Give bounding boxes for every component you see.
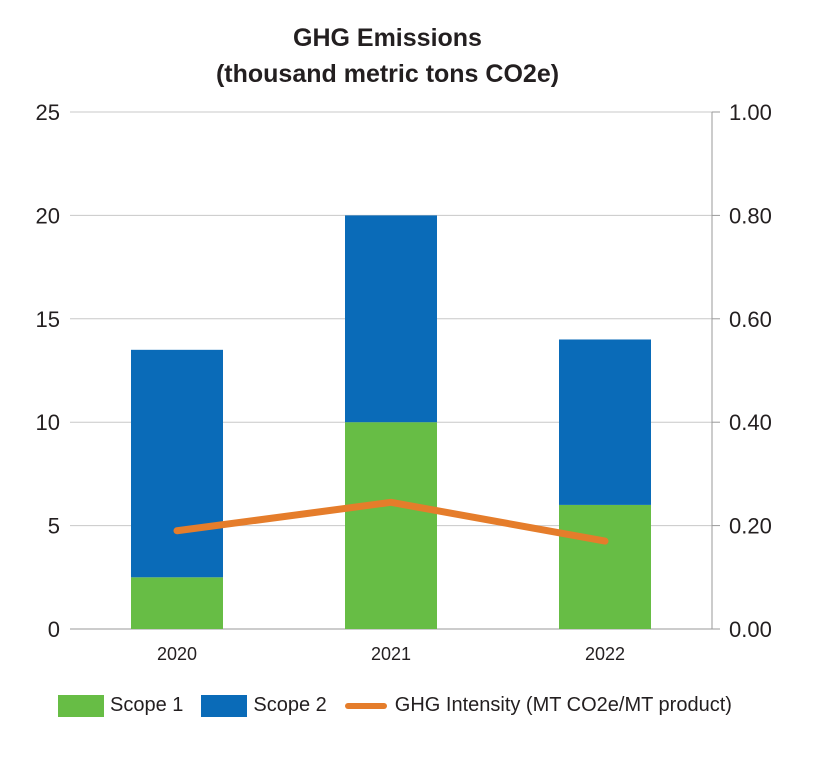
legend-label-scope-1: Scope 1 — [110, 694, 184, 716]
y-left-tick-label: 15 — [36, 307, 60, 332]
bar-scope-2-2020 — [131, 349, 223, 578]
y-left-tick-label: 20 — [36, 203, 60, 228]
y-right-tick-label: 0.00 — [729, 617, 772, 642]
chart-title-line-1: GHG Emissions — [293, 24, 482, 52]
y-right-tick-label: 1.00 — [729, 100, 772, 125]
y-right-tick-label: 0.40 — [729, 410, 772, 435]
y-left-tick-label: 5 — [48, 514, 60, 539]
legend-item-ghg-intensity: GHG Intensity (MT CO2e/MT product) — [344, 694, 732, 717]
y-right-tick-label: 0.80 — [729, 203, 772, 228]
chart-title: GHG Emissions (thousand metric tons CO2e… — [0, 20, 775, 92]
bar-scope-1-2021 — [345, 422, 437, 629]
bar-scope-1-2020 — [131, 577, 223, 629]
legend-item-scope-2: Scope 2 — [201, 694, 327, 717]
x-tick-label: 2020 — [157, 644, 197, 664]
y-left-tick-label: 25 — [36, 100, 60, 125]
legend-swatch-scope-1 — [58, 694, 104, 717]
bar-scope-1-2022 — [559, 504, 651, 629]
y-right-tick-label: 0.20 — [729, 514, 772, 539]
chart-plot: 0 5 10 15 20 25 0.00 0.20 0.40 0.60 0.80 1.00 2020 20… — [36, 100, 772, 664]
bar-scope-2-2021 — [345, 215, 437, 423]
bar-scope-2-2022 — [559, 339, 651, 505]
legend-label-ghg-intensity: GHG Intensity (MT CO2e/MT product) — [394, 694, 732, 716]
y-right-tick-label: 0.60 — [729, 307, 772, 332]
chart-title-line-2: (thousand metric tons CO2e) — [215, 60, 560, 88]
legend-item-scope-1: Scope 1 — [58, 694, 183, 717]
legend-swatch-ghg-intensity — [344, 702, 387, 709]
y-left-tick-label: 0 — [48, 617, 60, 642]
y-left-tick-label: 10 — [36, 410, 60, 435]
x-tick-label: 2022 — [585, 644, 625, 664]
x-tick-label: 2021 — [371, 644, 411, 664]
legend: Scope 1 Scope 2 GHG Intensity (MT CO2e/M… — [58, 694, 750, 717]
legend-label-scope-2: Scope 2 — [253, 694, 327, 716]
legend-swatch-scope-2 — [201, 694, 248, 717]
